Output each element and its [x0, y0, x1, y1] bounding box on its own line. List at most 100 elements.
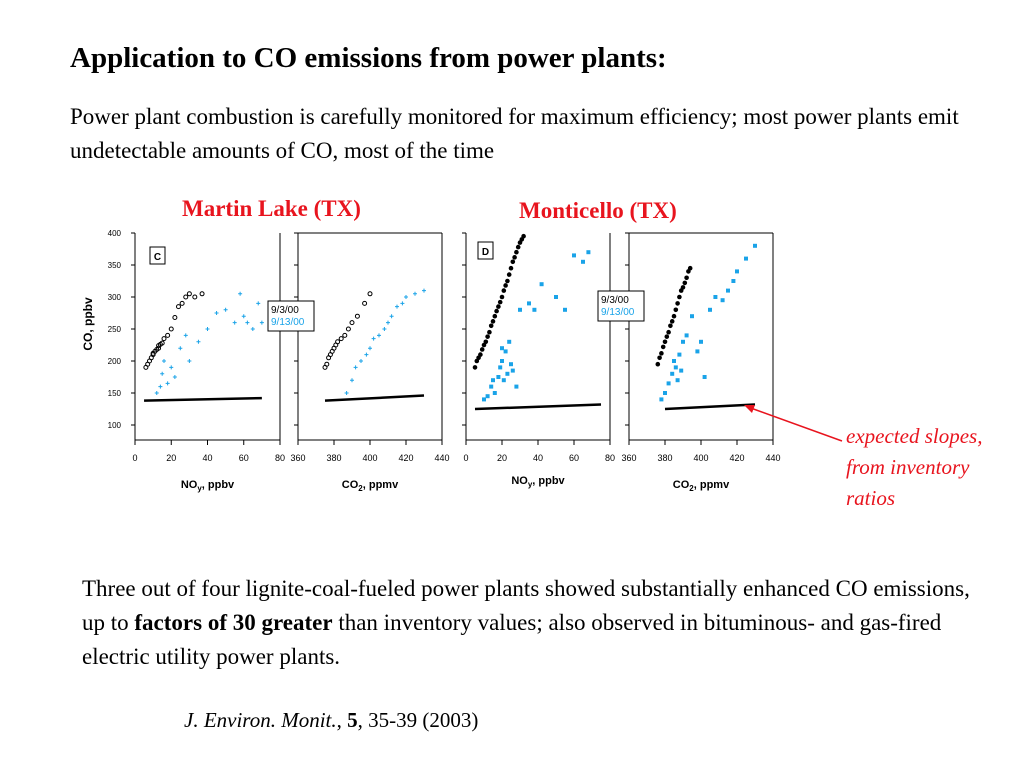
chart1-panel-label: D	[482, 247, 489, 258]
chart1-sub0-point	[505, 278, 510, 284]
chart0-sub1-xlabel: CO2, ppmv	[342, 479, 399, 493]
chart1-sub0-point	[514, 249, 519, 255]
chart0-sub1-point	[371, 336, 376, 341]
summary-text-end: than inventory values; also observed in …	[82, 610, 942, 669]
chart1-sub0-point	[521, 233, 526, 239]
chart0-sub0-point	[162, 359, 166, 363]
citation: J. Environ. Monit., 5, 35-39 (2003)	[184, 708, 478, 733]
chart1-sub1-point	[675, 301, 680, 306]
chart1-sub1-point	[684, 275, 689, 281]
chart1-sub1-point	[699, 339, 703, 344]
chart1-sub1-point	[702, 375, 707, 379]
chart1-sub1-xtick-label: 380	[657, 453, 672, 463]
chart0-sub0-xlabel: NOy, ppbv	[181, 479, 235, 493]
chart0-sub0-point	[154, 391, 159, 395]
chart0-sub1-point	[335, 339, 341, 345]
chart0-sub1-point	[342, 332, 348, 338]
citation-pages: , 35-39 (2003)	[357, 708, 479, 732]
chart0-sub0-point	[186, 291, 192, 297]
chart1-sub0-point	[485, 334, 490, 339]
chart1-sub0-point	[586, 250, 591, 255]
chart1-sub0-point	[518, 307, 522, 312]
chart1-sub0-point	[572, 253, 576, 258]
chart1-sub1-point	[666, 329, 671, 335]
chart0-sub0-ytick-label: 200	[108, 357, 122, 366]
chart0-sub0-xtick-label: 0	[132, 453, 137, 463]
chart0-sub1-xtick-label: 380	[326, 453, 341, 463]
chart1-sub1-point	[731, 279, 736, 283]
chart1-sub0-xtick-label: 80	[605, 453, 615, 463]
chart1-sub0-point	[472, 365, 478, 370]
chart1-sub1-point	[679, 368, 684, 373]
chart1-sub0-point	[508, 265, 514, 271]
chart1-sub0-point	[507, 339, 512, 344]
chart0-sub1-xtick-label: 400	[362, 453, 377, 463]
chart1-sub1-point	[690, 314, 694, 319]
chart0-sub0-expected-slope-line	[144, 396, 262, 402]
chart1-sub1-xtick-label: 420	[729, 453, 744, 463]
chart0-sub0-point	[250, 327, 255, 331]
chart0-sub1-point	[353, 365, 358, 370]
chart0-sub1-point	[395, 304, 399, 309]
chart0-sub0-point	[179, 300, 185, 306]
chart1-sub0-point	[485, 394, 490, 399]
chart1-sub0-point	[527, 301, 531, 306]
chart1-sub1-point	[663, 391, 667, 395]
chart1-sub0-point	[492, 391, 497, 395]
summary-highlight: factors of 30 greater	[134, 610, 333, 635]
chart0-sub0-point	[172, 375, 177, 379]
chart0-sub0-point	[178, 346, 183, 351]
chart0-sub0-ytick-label: 400	[108, 229, 122, 238]
chart1-sub1-point	[666, 381, 671, 386]
chart1-sub0-expected-slope-line	[474, 403, 602, 411]
chart1-sub1-xtick-label: 360	[621, 453, 636, 463]
chart1-sub1-point	[726, 288, 730, 293]
chart0-sub0-ytick-label: 350	[108, 261, 122, 270]
chart1-legend-date1: 9/3/00	[601, 295, 629, 306]
chart1-legend-box	[597, 290, 645, 322]
chart-title-monticello: Monticello (TX)	[519, 198, 677, 223]
chart0-sub0-point	[196, 339, 201, 344]
chart1-sub0-point	[499, 294, 505, 300]
citation-volume: 5	[347, 708, 358, 732]
chart1-sub1-point	[670, 371, 675, 376]
chart1-sub1-point	[669, 319, 675, 324]
chart1-sub0-point	[496, 375, 501, 379]
slide-title: Application to CO emissions from power p…	[70, 42, 667, 74]
chart0-sub0-point	[241, 314, 246, 319]
chart0-sub1-point	[368, 346, 372, 351]
chart0-sub0-point	[187, 359, 192, 363]
chart1-sub0-point	[563, 307, 567, 312]
chart0-sub1-point	[349, 320, 355, 326]
chart0-sub0-point	[192, 294, 198, 300]
chart0-sub0-ytick-label: 250	[108, 325, 122, 334]
chart0-sub0-xtick-label: 80	[275, 453, 285, 463]
chart1-sub0-xtick-label: 40	[533, 453, 543, 463]
chart1-sub0-point	[488, 323, 494, 329]
chart1-panel-box	[477, 241, 494, 260]
chart1-sub1-point	[677, 294, 682, 300]
chart1-sub1-point	[660, 344, 666, 350]
chart0-sub1-point	[413, 291, 417, 296]
chart1-sub1-point	[680, 285, 686, 290]
expected-slopes-annotation: expected slopes, from inventory ratios	[846, 424, 983, 510]
chart1-sub1-point	[735, 269, 739, 274]
chart0-sub0-point	[165, 381, 170, 386]
chart1-sub0-xtick-label: 20	[497, 453, 507, 463]
chart0-sub0-point	[214, 311, 219, 315]
chart0-sub1-point	[367, 291, 373, 297]
chart0-sub1-point	[364, 352, 369, 357]
chart1-sub1-xtick-label: 400	[693, 453, 708, 463]
chart1-sub0-point	[554, 295, 558, 299]
chart1-sub1-point	[664, 334, 670, 339]
chart1-sub0-xlabel: NOy, ppbv	[511, 475, 565, 489]
chart1-sub1-point	[677, 352, 682, 357]
chart0-panel-box	[149, 246, 166, 265]
chart0-sub0-point	[156, 345, 162, 351]
chart1-sub0-point	[501, 378, 506, 383]
chart1-sub0-point	[494, 308, 499, 314]
citation-journal: J. Environ. Monit.	[184, 708, 337, 732]
chart0-legend-date2: 9/13/00	[271, 317, 305, 328]
chart1-sub1-xtick-label: 440	[765, 453, 780, 463]
chart1-sub1-point	[753, 243, 757, 248]
